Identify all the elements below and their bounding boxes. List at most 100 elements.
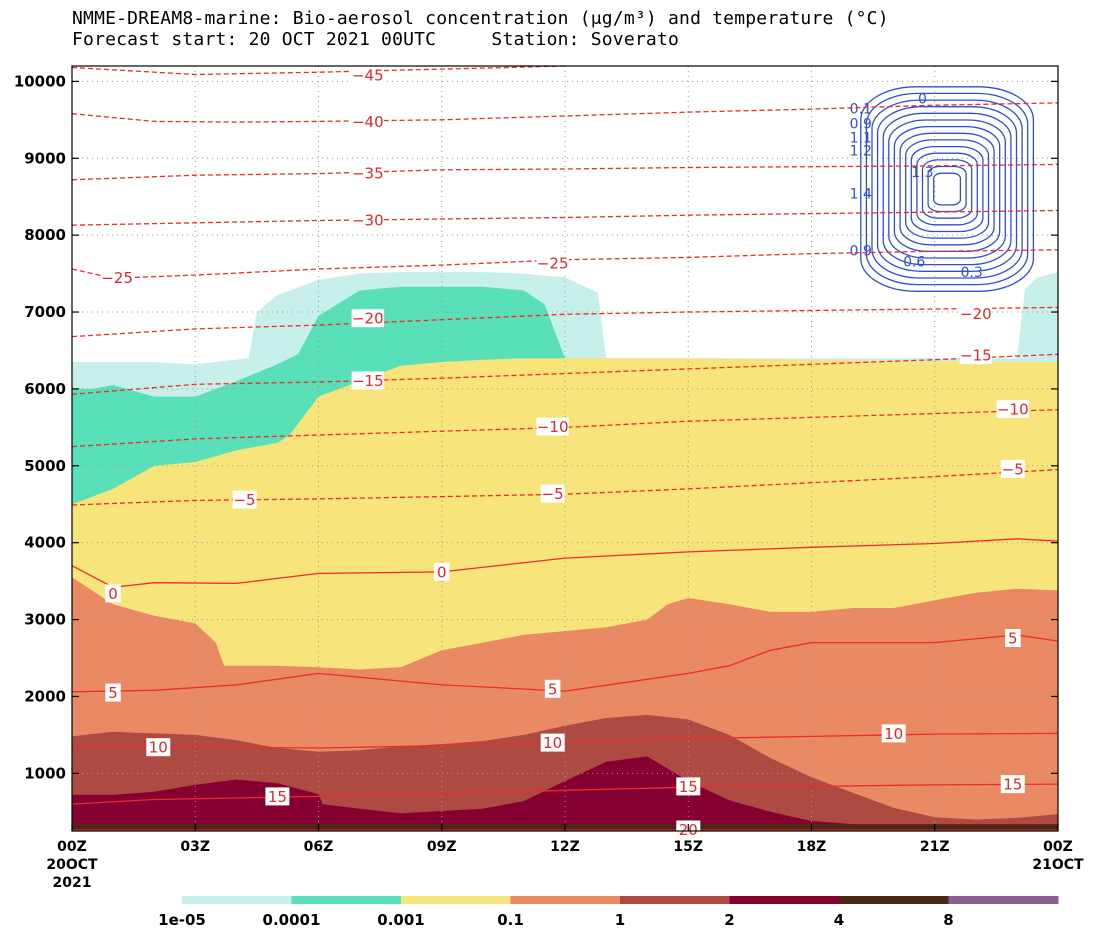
temperature-label: 10 (149, 739, 168, 757)
aerosol-contour-label: 1.3 (911, 165, 933, 181)
temperature-label-box (1000, 775, 1025, 794)
temperature-label: 5 (1008, 630, 1018, 648)
x-tick-label: 12Z (550, 839, 580, 855)
aerosol-contour-ring (910, 145, 984, 233)
x-tick-label: 15Z (673, 839, 703, 855)
temperature-label: 15 (268, 788, 287, 806)
temperature-label: 5 (108, 684, 118, 702)
aerosol-contour-ring (871, 99, 1023, 279)
aerosol-contour-ring (899, 132, 995, 246)
temperature-label-box (146, 738, 171, 757)
axes: 1000200030004000500060007000800090001000… (14, 72, 1084, 891)
temperature-label-box (540, 484, 565, 503)
temperature-contour-15 (71, 783, 1059, 805)
x-tick-label: 06Z (304, 839, 334, 855)
temperature-contour-35 (71, 163, 1059, 181)
x-date-label-start: 2021 (53, 875, 92, 891)
temperature-label: −20 (352, 310, 384, 328)
aerosol-contour-label: 0 (918, 91, 927, 107)
colorbar-swatch (620, 896, 730, 904)
temperature-label-box (1005, 629, 1021, 647)
temperature-label-box (996, 399, 1030, 418)
x-tick-label: 00Z (1043, 839, 1073, 855)
temperature-label: 5 (548, 680, 558, 698)
y-tick-label: 5000 (24, 457, 66, 475)
colorbar-swatch (510, 896, 621, 904)
y-tick-label: 7000 (24, 303, 66, 321)
temperature-label-box (265, 787, 290, 806)
colorbar: 1e-05 0.0001 0.001 0.1 1 2 4 8 (158, 896, 1059, 929)
y-tick-label: 10000 (14, 72, 66, 90)
temperature-label-box (881, 724, 906, 743)
temperature-label: 10 (884, 725, 903, 743)
temperature-label-box (544, 679, 561, 698)
temperature-label: −40 (352, 113, 384, 131)
temperature-contour-20 (71, 306, 1059, 338)
y-tick-label: 8000 (24, 226, 66, 244)
colorbar-swatch (948, 896, 1059, 904)
temperature-label: 15 (1003, 776, 1022, 794)
aerosol-contour-label: 0.9 (850, 117, 872, 133)
temperature-contour-10 (71, 409, 1059, 448)
temperature-label: −25 (537, 254, 569, 272)
temperature-label-box (1000, 459, 1025, 478)
temperature-contour-0 (71, 538, 1059, 588)
fill-level-2 (72, 756, 1058, 831)
x-tick-label: 09Z (427, 839, 457, 855)
colorbar-label: 0.001 (377, 911, 424, 929)
x-tick-label: 21Z (920, 839, 950, 855)
x-date-label-start: 20OCT (46, 857, 98, 873)
temperature-label-box (536, 417, 569, 436)
temperature-label-box (540, 733, 565, 752)
temperature-label-box (351, 309, 385, 328)
colorbar-label: 1 (615, 911, 625, 929)
x-tick-label: 18Z (797, 839, 827, 855)
temperature-label: −20 (960, 305, 992, 323)
y-tick-label: 4000 (24, 534, 66, 552)
temperature-label: −10 (997, 400, 1029, 418)
temperature-label-box (100, 268, 134, 287)
temperature-label-box (105, 584, 121, 603)
colorbar-label: 0.0001 (263, 911, 321, 929)
temperature-label-box (434, 562, 450, 581)
y-tick-label: 1000 (24, 764, 66, 782)
temperature-label-box (351, 112, 385, 131)
aerosol-contour-label: 0.1 (850, 101, 872, 117)
temperature-label: −45 (352, 67, 384, 85)
aerosol-contour-label: 1.2 (850, 144, 872, 160)
temperature-label: 0 (108, 585, 118, 603)
aerosol-contour-ring (860, 86, 1035, 292)
aerosol-contour-label: 0.3 (961, 265, 983, 281)
aerosol-contour-label: 0.9 (850, 244, 872, 260)
temperature-label: −5 (233, 491, 255, 509)
temperature-label-box (351, 66, 385, 85)
aerosol-contour-ring (905, 139, 990, 239)
temperature-contour-30 (71, 209, 1059, 226)
colorbar-label: 8 (943, 911, 953, 929)
temperature-contour-40 (71, 102, 1059, 123)
temperature-label: 15 (679, 778, 698, 796)
temperature-label-box (105, 683, 121, 702)
colorbar-swatch (182, 896, 292, 904)
temperature-label-box (351, 371, 385, 390)
temperature-label: −10 (537, 418, 569, 436)
colorbar-label: 0.1 (497, 911, 524, 929)
x-date-label-end: 21OCT (1032, 857, 1084, 873)
temperature-label-box (351, 163, 385, 182)
temperature-contour-25 (71, 249, 1059, 279)
temperature-label-box (959, 304, 993, 323)
aerosol-contour-ring (916, 152, 978, 226)
colorbar-swatch (401, 896, 511, 904)
temperature-contour-5 (71, 634, 1059, 693)
temperature-label: −15 (960, 347, 992, 365)
colorbar-label: 4 (834, 911, 844, 929)
y-tick-label: 3000 (24, 611, 66, 629)
colorbar-swatch (839, 896, 949, 904)
temperature-label: 0 (437, 563, 447, 581)
aerosol-contour-ring (882, 112, 1012, 266)
colorbar-label: 2 (724, 911, 734, 929)
y-tick-label: 6000 (24, 380, 66, 398)
temperature-contour-45 (71, 65, 566, 76)
temperature-label: −15 (352, 372, 384, 390)
temperature-contour-15 (71, 353, 1059, 395)
